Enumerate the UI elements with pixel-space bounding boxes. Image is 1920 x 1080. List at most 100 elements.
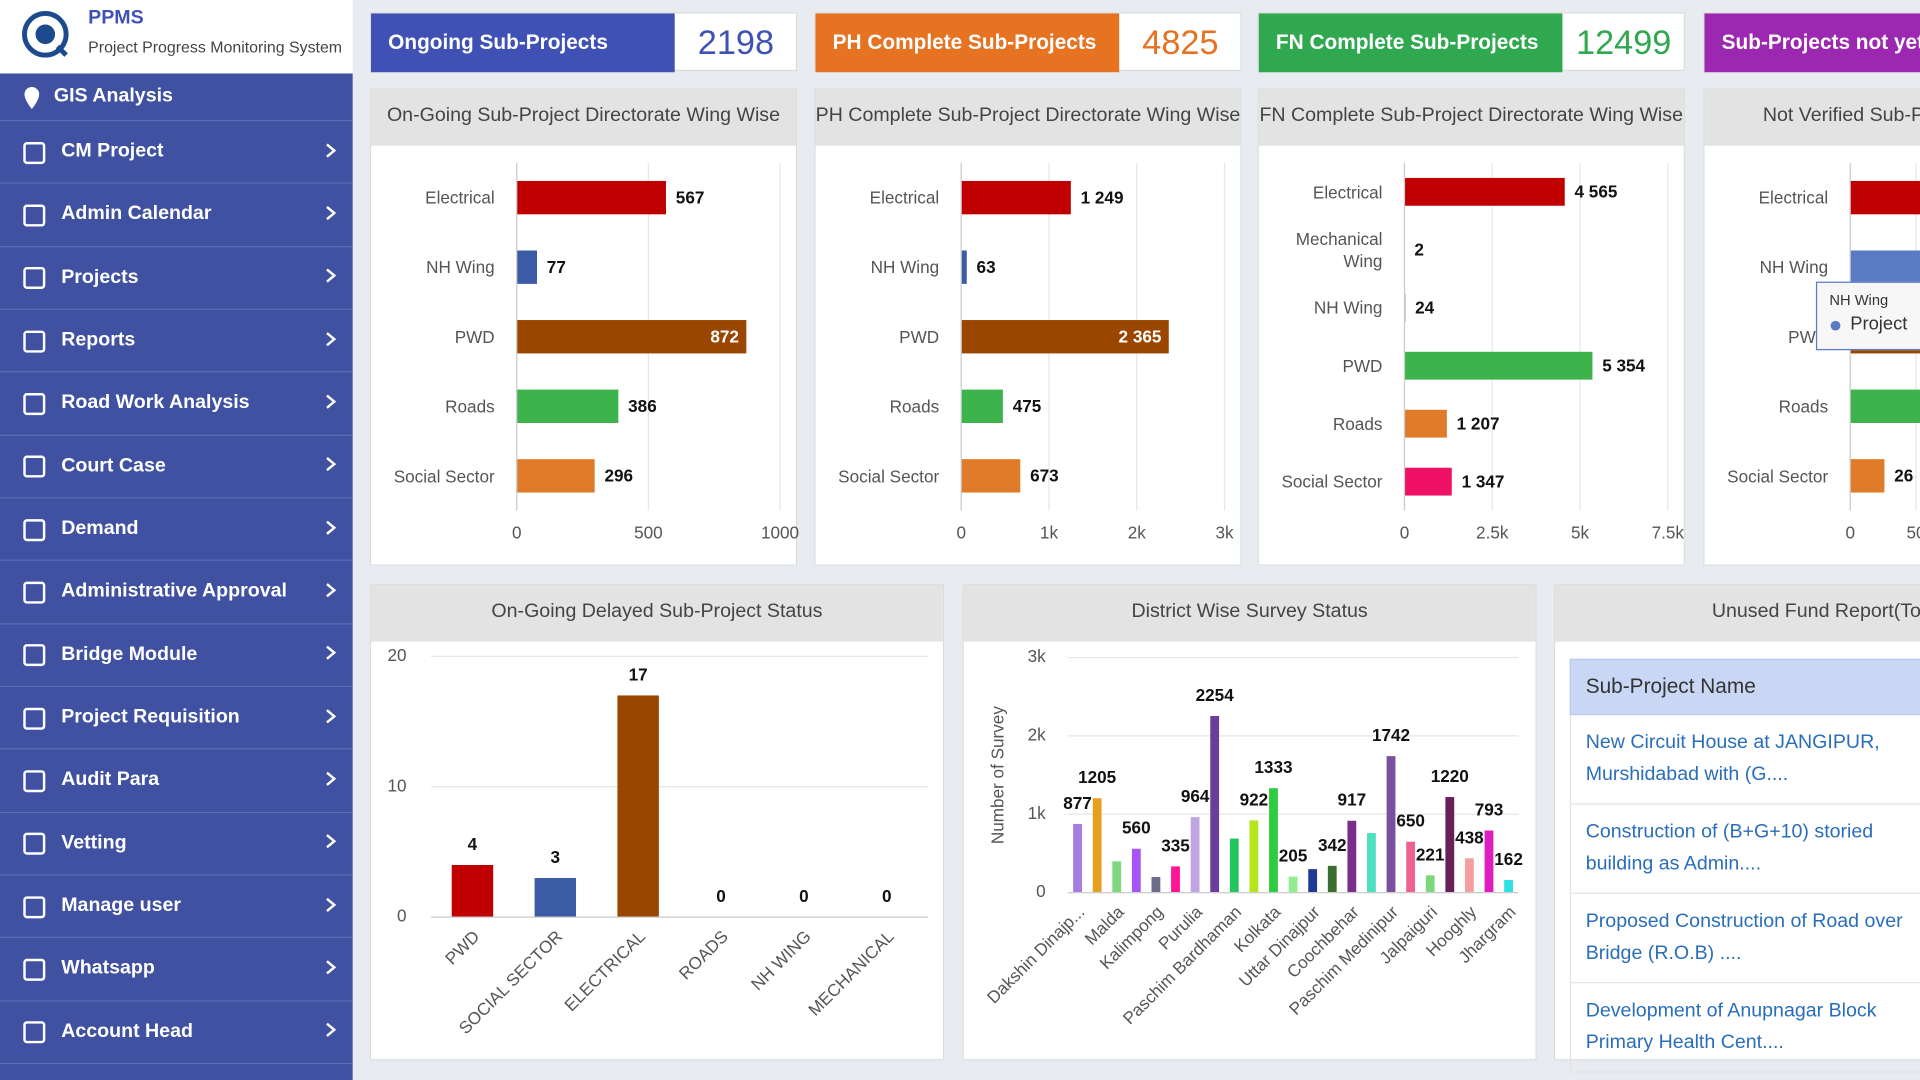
sidebar-item[interactable]: Bridge Module	[0, 624, 353, 687]
sidebar-item[interactable]: Court Case	[0, 435, 353, 499]
icon	[23, 770, 46, 793]
icon	[23, 455, 46, 478]
table-row[interactable]: Development of Anupnagar Block Primary H…	[1569, 983, 1920, 1073]
category-label: PWD	[1342, 355, 1383, 376]
sidebar-item[interactable]: Administrative Approval	[0, 561, 353, 625]
chevron	[326, 520, 337, 535]
sidebar-item[interactable]: Reports	[0, 310, 353, 373]
tooltip-dot	[1830, 320, 1841, 331]
category-label: Roads	[445, 396, 495, 417]
icon	[23, 518, 46, 541]
sidebar-label: Admin Calendar	[61, 203, 212, 225]
chevron	[326, 457, 337, 472]
category-label: Electrical	[1312, 182, 1383, 202]
stat-value: 4825	[1142, 23, 1219, 62]
icon	[23, 141, 46, 164]
app-name: PPMS	[88, 7, 144, 29]
table-row[interactable]: New Circuit House at JANGIPUR, Murshidab…	[1569, 715, 1920, 805]
table-panel: Unused Fund Report(To Sub-Project Name New…	[1553, 584, 1920, 1073]
sidebar-item[interactable]: Account Head	[0, 1001, 353, 1065]
category-label: Electrical	[1758, 187, 1829, 208]
sidebar-label: CM Project	[61, 141, 164, 162]
category-label: Electrical	[869, 187, 940, 208]
sidebar-item[interactable]: CM Project	[0, 121, 353, 185]
sidebar-item[interactable]: Demand	[0, 498, 353, 562]
icon	[23, 644, 46, 667]
chart-title: District Wise Survey Status	[963, 585, 1536, 642]
stat-card[interactable]: PH Complete Sub-Projects 4825	[814, 12, 1242, 73]
chevron	[326, 143, 337, 158]
icon	[23, 958, 46, 981]
category-label: Social Sector	[393, 466, 495, 486]
app-subtitle: Project Progress Monitoring System	[88, 37, 343, 57]
icon	[23, 707, 46, 730]
stat-value: 12499	[1575, 23, 1672, 62]
icon	[23, 393, 46, 416]
chevron	[326, 394, 337, 409]
sidebar-label: Vetting	[61, 832, 127, 854]
chevron	[326, 708, 337, 723]
sidebar-label: Project Requisition	[61, 706, 240, 728]
icon	[23, 832, 46, 856]
icon	[24, 86, 40, 109]
chevron	[326, 583, 337, 598]
tooltip: NH Wing Project	[1815, 281, 1920, 351]
sidebar-label: Account Head	[61, 1020, 193, 1042]
sidebar-item[interactable]: GIS Analysis	[0, 73, 353, 122]
sidebar-label: Court Case	[61, 455, 166, 477]
chevron	[326, 205, 337, 221]
sidebar-item[interactable]: Admin Calendar	[0, 184, 353, 247]
tooltip-title: NH Wing	[1829, 291, 1889, 309]
chevron	[326, 268, 337, 283]
table-row[interactable]: Construction of (B+G+10) storied buildin…	[1569, 804, 1920, 894]
category-label: Social Sector	[1727, 466, 1829, 486]
chart-title: PH Complete Sub-Project Directorate Wing…	[815, 89, 1241, 146]
chevron	[326, 960, 337, 975]
chart-title: On-Going Delayed Sub-Project Status	[371, 585, 943, 642]
stat-card[interactable]: Ongoing Sub-Projects 2198	[369, 12, 798, 73]
sidebar-label: Administrative Approval	[61, 580, 287, 602]
stat-value: 2198	[697, 23, 775, 62]
sidebar-item[interactable]: Whatsapp	[0, 938, 353, 1002]
sidebar-label: Projects	[61, 266, 139, 288]
sidebar-item[interactable]: Project Requisition	[0, 687, 353, 750]
sidebar-label: Demand	[61, 518, 139, 539]
category-label: PWD	[1788, 326, 1829, 347]
chart-panel: District Wise Survey Status	[962, 584, 1537, 1061]
stat-card[interactable]: Sub-Projects not yet SE	[1703, 12, 1920, 73]
stat-label: Sub-Projects not yet SE	[1704, 13, 1920, 73]
category-label: Electrical	[425, 187, 495, 208]
chart-title: On-Going Sub-Project Directorate Wing Wi…	[371, 89, 796, 146]
table-row[interactable]: Proposed Construction of Road over Bridg…	[1569, 893, 1920, 984]
logo	[22, 11, 69, 58]
sidebar-item[interactable]: Projects	[0, 247, 353, 310]
sidebar-item[interactable]: Audit Para	[0, 750, 353, 813]
brand: PPMS Project Progress Monitoring System	[0, 0, 353, 74]
icon	[23, 1021, 46, 1044]
chevron	[326, 771, 337, 786]
table-title: Unused Fund Report(To	[1555, 585, 1920, 642]
icon	[23, 581, 46, 604]
sidebar-item[interactable]: Road Work Analysis	[0, 373, 353, 436]
category-label: Mechanical Wing	[1295, 228, 1383, 271]
sidebar-label: Whatsapp	[61, 958, 155, 979]
chart-title: Not Verified Sub-Project Wing Wise	[1704, 89, 1920, 146]
category-label: Roads	[889, 396, 940, 417]
sidebar-label: Road Work Analysis	[61, 392, 250, 414]
chevron	[326, 1023, 337, 1038]
stat-label: PH Complete Sub-Projects	[815, 13, 1120, 73]
sidebar-item[interactable]: Manage user	[0, 875, 353, 939]
chart-panel: FN Complete Sub-Project Directorate Wing…	[1257, 88, 1685, 566]
sidebar-label: Audit Para	[61, 769, 160, 791]
category-label: PWD	[899, 326, 940, 347]
chart-panel: PH Complete Sub-Project Directorate Wing…	[814, 88, 1242, 566]
tooltip-series: Project	[1850, 313, 1908, 335]
stat-label: Ongoing Sub-Projects	[371, 13, 675, 73]
sidebar-label: Manage user	[61, 895, 181, 917]
category-label: Roads	[1332, 413, 1383, 434]
sidebar-item[interactable]: Vetting	[0, 813, 353, 876]
icon	[23, 330, 46, 353]
sidebar: GIS Analysis CM Project Admin Calendar Proj…	[0, 73, 353, 1080]
stat-card[interactable]: FN Complete Sub-Projects 12499	[1257, 12, 1685, 73]
